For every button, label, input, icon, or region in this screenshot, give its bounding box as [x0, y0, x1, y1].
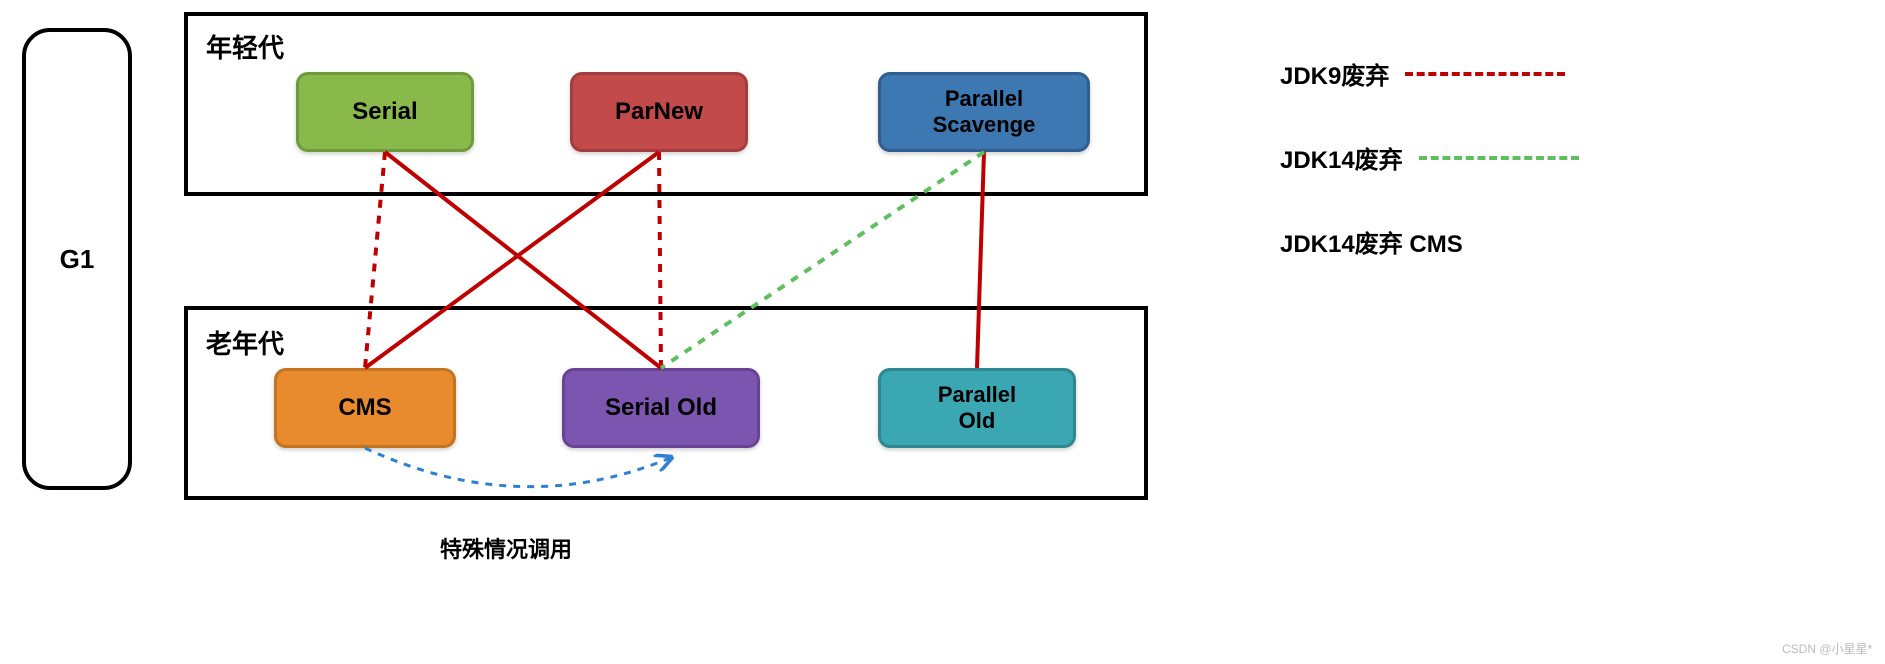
legend-label: JDK14废弃	[1280, 140, 1403, 175]
node-label: Parallel Old	[938, 382, 1016, 435]
node-label: ParNew	[615, 98, 703, 127]
node-serialold: Serial Old	[562, 368, 760, 448]
young-title: 年轻代	[206, 28, 284, 65]
bottom-caption: 特殊情况调用	[440, 532, 572, 564]
node-label: CMS	[338, 394, 391, 423]
node-label: Parallel Scavenge	[933, 86, 1036, 139]
legend-row-0: JDK9废弃	[1280, 56, 1565, 91]
node-label: Serial Old	[605, 394, 717, 423]
node-serial: Serial	[296, 72, 474, 152]
node-pscavenge: Parallel Scavenge	[878, 72, 1090, 152]
node-label: Serial	[352, 98, 417, 127]
legend-row-2: JDK14废弃 CMS	[1280, 224, 1463, 259]
legend-line-icon	[1419, 156, 1579, 160]
legend-label: JDK9废弃	[1280, 56, 1389, 91]
node-parnew: ParNew	[570, 72, 748, 152]
watermark: CSDN @小星星*	[1782, 640, 1872, 657]
legend-line-icon	[1405, 72, 1565, 76]
legend-row-1: JDK14废弃	[1280, 140, 1579, 175]
old-title: 老年代	[206, 324, 284, 361]
legend-label: JDK14废弃 CMS	[1280, 224, 1463, 259]
node-cms: CMS	[274, 368, 456, 448]
g1-box: G1	[22, 28, 132, 490]
g1-label: G1	[60, 244, 95, 275]
node-parallelold: Parallel Old	[878, 368, 1076, 448]
